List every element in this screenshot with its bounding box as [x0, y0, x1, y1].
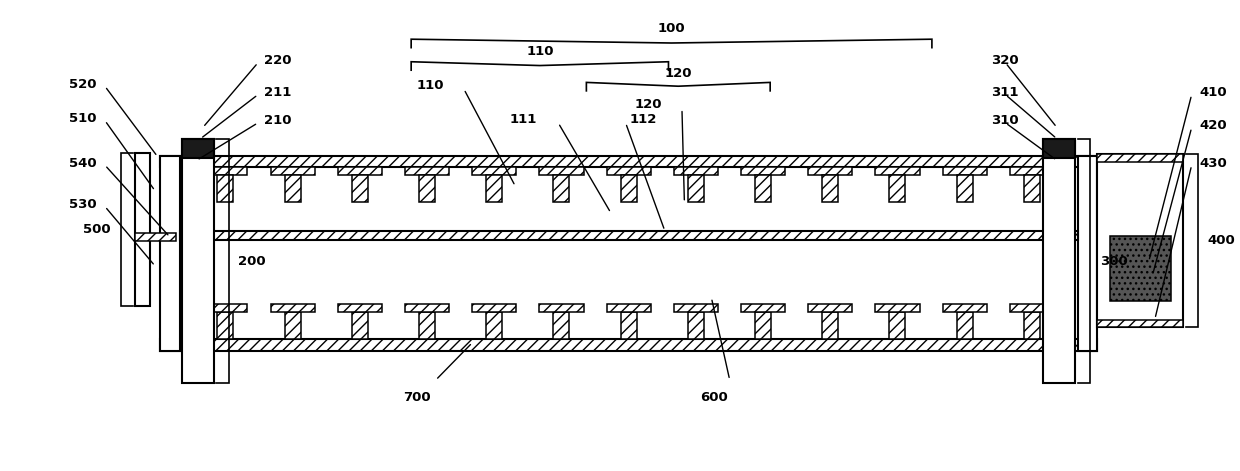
Bar	[1097, 154, 1183, 162]
Text: 520: 520	[68, 78, 97, 91]
Bar	[957, 175, 972, 202]
Bar	[352, 312, 368, 339]
Bar	[160, 156, 180, 350]
Text: 700: 700	[403, 391, 432, 405]
Bar	[1110, 236, 1171, 301]
Text: 112: 112	[629, 113, 657, 126]
Text: 410: 410	[1199, 86, 1226, 99]
Bar	[553, 175, 569, 202]
Bar	[688, 175, 704, 202]
Text: 320: 320	[991, 54, 1018, 67]
Bar	[606, 167, 651, 175]
Bar	[419, 175, 435, 202]
Text: 540: 540	[68, 157, 97, 170]
Text: 120: 120	[665, 66, 692, 80]
Bar	[160, 339, 1097, 350]
Bar	[270, 304, 315, 312]
Bar	[942, 304, 987, 312]
Text: 530: 530	[68, 198, 97, 211]
Bar	[270, 167, 315, 175]
Bar	[1009, 167, 1054, 175]
Bar	[742, 167, 785, 175]
Bar	[673, 304, 718, 312]
Bar	[755, 175, 771, 202]
Bar	[337, 304, 382, 312]
Bar	[419, 312, 435, 339]
Bar	[875, 304, 920, 312]
Bar	[486, 175, 502, 202]
Bar	[673, 167, 718, 175]
Bar	[875, 167, 920, 175]
Bar	[285, 312, 300, 339]
Bar	[1024, 175, 1040, 202]
Text: 400: 400	[1208, 234, 1235, 247]
Bar	[553, 312, 569, 339]
Bar	[405, 304, 449, 312]
Text: 111: 111	[510, 113, 537, 126]
Bar	[1009, 304, 1054, 312]
Bar	[755, 312, 771, 339]
Text: 500: 500	[83, 223, 110, 236]
Bar	[486, 312, 502, 339]
Bar	[203, 167, 248, 175]
Bar	[889, 312, 905, 339]
Bar	[808, 304, 852, 312]
Text: 110: 110	[526, 45, 553, 58]
Bar	[337, 167, 382, 175]
Bar	[539, 304, 584, 312]
Bar	[1097, 319, 1183, 327]
Bar	[957, 312, 972, 339]
Bar	[688, 312, 704, 339]
Bar	[539, 167, 584, 175]
Bar	[621, 175, 636, 202]
Bar	[217, 175, 233, 202]
Bar	[352, 175, 368, 202]
Bar	[405, 167, 449, 175]
Bar	[182, 139, 213, 158]
Bar	[1097, 154, 1183, 327]
Bar	[285, 175, 300, 202]
Text: 300: 300	[1100, 255, 1127, 268]
Bar	[742, 304, 785, 312]
Bar	[822, 175, 838, 202]
Text: 211: 211	[264, 86, 291, 99]
Bar	[808, 167, 852, 175]
Bar	[942, 167, 987, 175]
Bar	[160, 156, 1097, 167]
Bar	[606, 304, 651, 312]
Bar	[472, 304, 516, 312]
Bar	[472, 167, 516, 175]
Bar	[135, 154, 150, 306]
Text: 310: 310	[991, 114, 1018, 128]
Bar	[621, 312, 636, 339]
Bar	[203, 304, 248, 312]
Bar	[1043, 139, 1075, 158]
Text: 510: 510	[68, 112, 97, 125]
Text: 430: 430	[1199, 157, 1226, 170]
Bar	[182, 139, 213, 383]
Text: 110: 110	[417, 79, 444, 92]
Text: 200: 200	[238, 255, 267, 268]
Bar	[217, 312, 233, 339]
Bar	[822, 312, 838, 339]
Bar	[1078, 156, 1097, 350]
Bar	[1024, 312, 1040, 339]
Bar	[1043, 139, 1075, 383]
Text: 100: 100	[657, 22, 686, 34]
Text: 600: 600	[699, 391, 728, 405]
Text: 220: 220	[264, 54, 291, 67]
Text: 210: 210	[264, 114, 291, 128]
Bar	[135, 233, 176, 241]
Bar	[889, 175, 905, 202]
Bar	[180, 231, 1078, 240]
Text: 120: 120	[635, 98, 662, 112]
Text: 311: 311	[991, 86, 1018, 99]
Text: 420: 420	[1199, 119, 1226, 132]
